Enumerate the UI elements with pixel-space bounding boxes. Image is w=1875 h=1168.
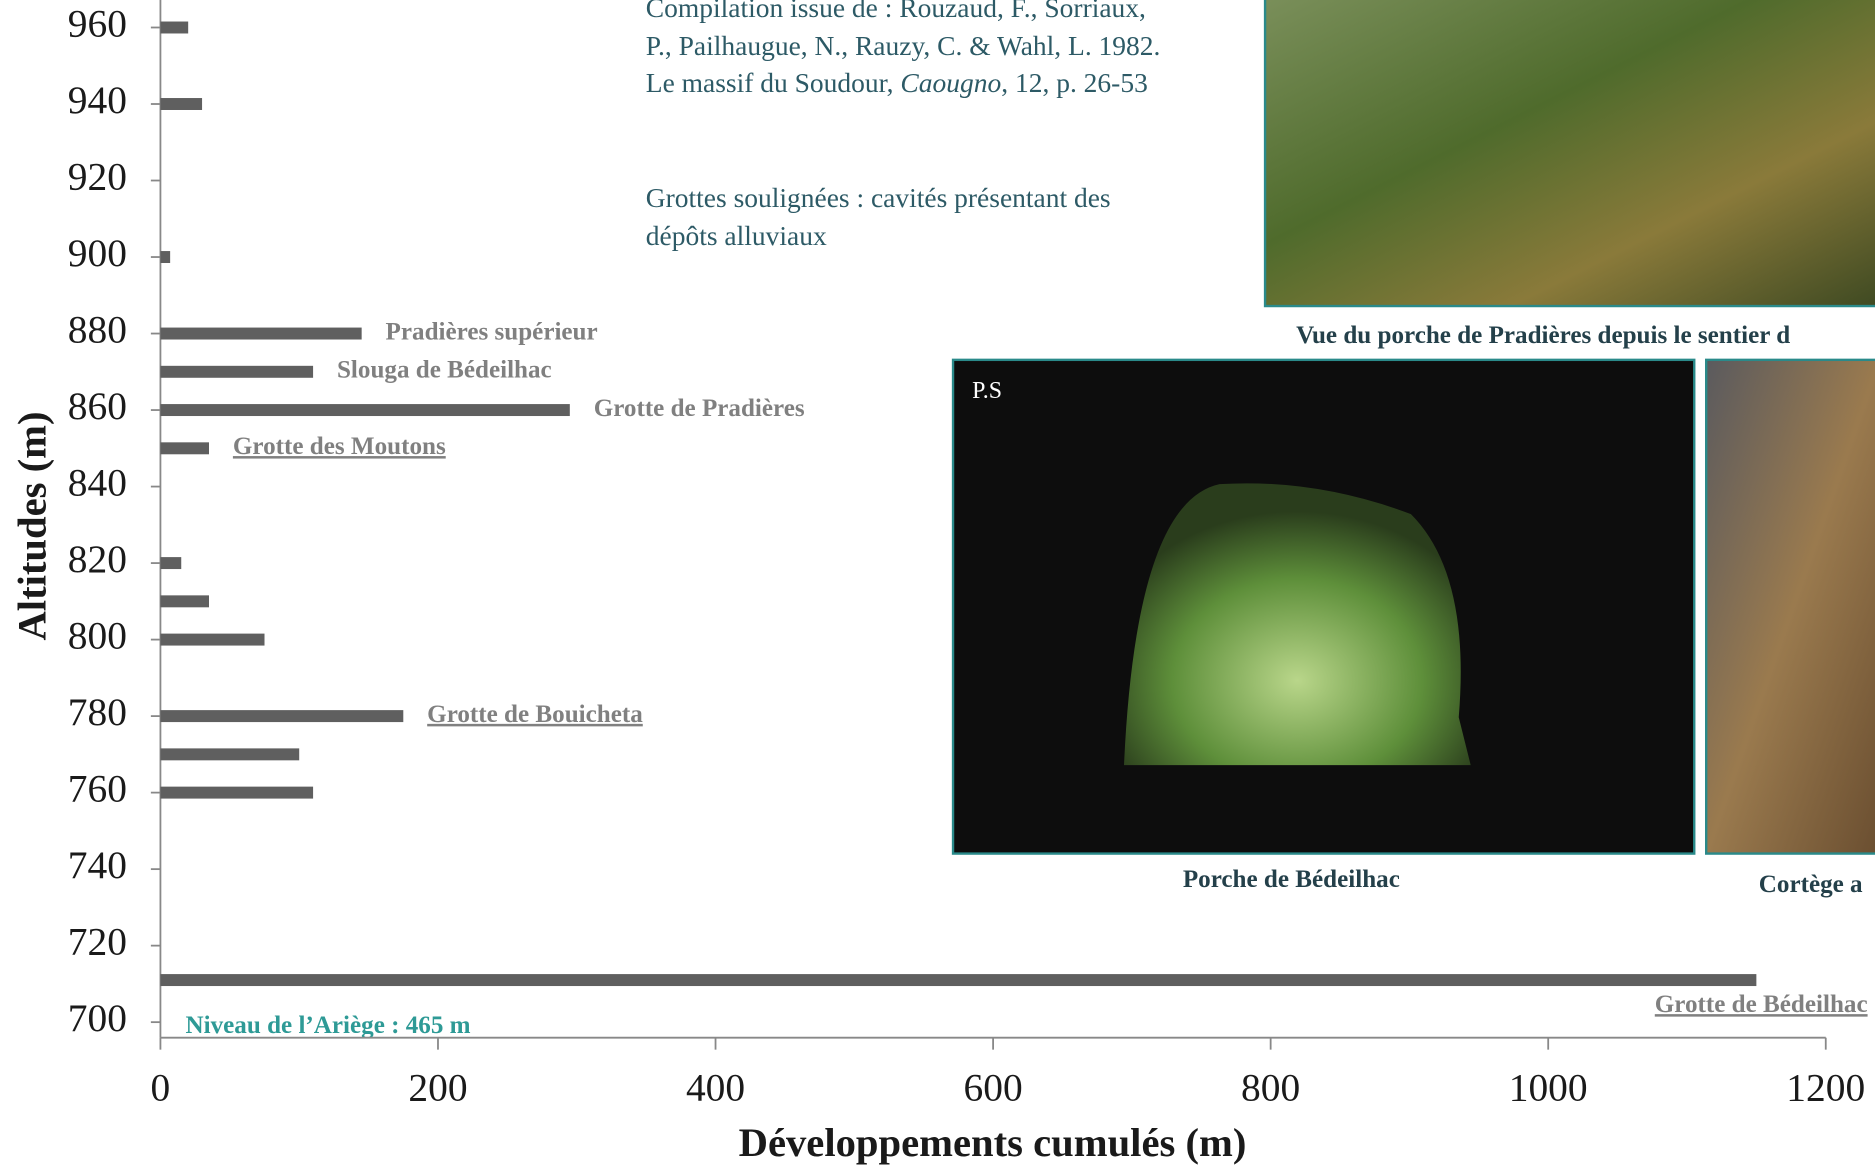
bar-label: Slouga de Bédeilhac	[337, 357, 552, 384]
note-part: , 12, p. 26-53	[1001, 68, 1148, 98]
photo-caption: Porche de Bédeilhac	[1183, 866, 1400, 893]
y-tick-label: 820	[68, 537, 127, 581]
note-part: Caougno	[900, 68, 1001, 98]
y-tick-label: 740	[68, 843, 127, 887]
photo-forest	[1263, 0, 1875, 308]
x-tick-label: 200	[408, 1066, 467, 1110]
y-axis-title: Altitudes (m)	[10, 411, 55, 640]
bar	[160, 786, 314, 799]
y-tick-label: 720	[68, 920, 127, 964]
y-tick-label: 960	[68, 2, 127, 46]
bar	[160, 327, 362, 340]
bar	[160, 710, 404, 723]
bar	[160, 365, 314, 378]
bar-label: Grotte des Moutons	[233, 433, 446, 460]
bar-label: Grotte de Pradières	[594, 395, 805, 422]
bar	[160, 251, 171, 264]
bar-label: Grotte de Bouicheta	[427, 701, 643, 728]
bar-label: Pradières supérieur	[386, 318, 598, 345]
note-part: Le massif du Soudour,	[646, 68, 901, 98]
y-tick-label: 840	[68, 461, 127, 505]
photo-cave	[1705, 358, 1875, 855]
y-tick-label: 760	[68, 767, 127, 811]
x-tick-label: 1200	[1786, 1066, 1865, 1110]
photo-credit: P.S	[972, 378, 1002, 404]
y-tick-label: 880	[68, 308, 127, 352]
x-tick-label: 0	[151, 1066, 171, 1110]
x-tick-label: 800	[1241, 1066, 1300, 1110]
bar	[160, 974, 1757, 987]
photo-caption: Cortège a	[1759, 871, 1863, 898]
bar	[160, 633, 265, 646]
y-tick-label: 700	[68, 996, 127, 1040]
note: dépôts alluviaux	[646, 221, 827, 251]
x-tick-label: 400	[686, 1066, 745, 1110]
photo-caption: Vue du porche de Pradières depuis le sen…	[1296, 322, 1790, 349]
bar	[160, 21, 189, 34]
photo-porch-opening	[1123, 483, 1471, 766]
bar	[160, 98, 203, 110]
y-tick-label: 920	[68, 155, 127, 199]
y-tick-label: 800	[68, 614, 127, 658]
bar	[160, 404, 570, 417]
x-tick-label: 1000	[1509, 1066, 1588, 1110]
note: Grottes soulignées : cavités présentant …	[646, 183, 1111, 213]
bar	[160, 557, 182, 570]
note: Compilation issue de : Rouzaud, F., Sorr…	[646, 0, 1146, 23]
bar-label: Grotte de Bédeilhac	[1655, 991, 1868, 1018]
note: P., Pailhaugue, N., Rauzy, C. & Wahl, L.…	[646, 31, 1161, 61]
x-axis-title: Développements cumulés (m)	[739, 1120, 1247, 1165]
y-tick-label: 860	[68, 384, 127, 428]
x-tick-label: 600	[964, 1066, 1023, 1110]
bar	[160, 595, 209, 608]
annotation: Niveau de l’Ariège : 465 m	[186, 1012, 471, 1039]
y-tick-label: 900	[68, 231, 127, 275]
y-tick-label: 940	[68, 78, 127, 122]
bar	[160, 748, 300, 761]
note: Le massif du Soudour, Caougno, 12, p. 26…	[646, 68, 1148, 98]
y-tick-label: 780	[68, 690, 127, 734]
bar	[160, 442, 209, 455]
